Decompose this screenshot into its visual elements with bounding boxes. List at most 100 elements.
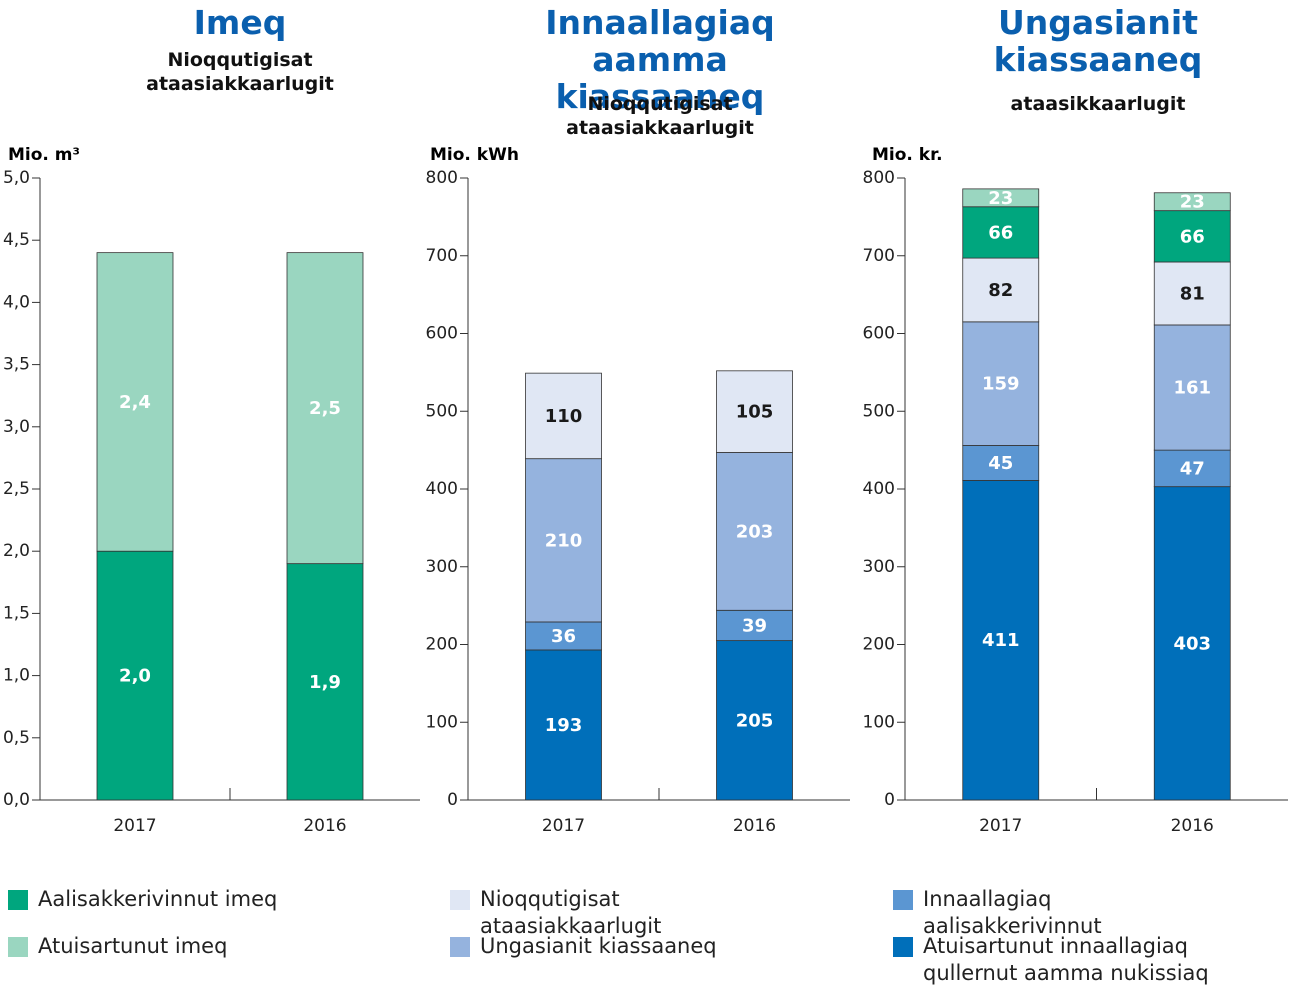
value-label: 203: [736, 521, 774, 542]
y-tick-label: 4,0: [3, 292, 30, 312]
x-tick-label: 2017: [542, 816, 585, 836]
bar-segment: [1153, 449, 1231, 488]
legend-label: Nioqqutigisat ataasiakkaarlugit: [480, 887, 662, 938]
value-label: 2,5: [309, 398, 341, 419]
value-label: 161: [1173, 378, 1211, 399]
y-tick-label: 2,5: [3, 479, 30, 499]
legend-swatch: [893, 937, 913, 957]
value-label: 1,9: [309, 672, 341, 693]
value-label: 210: [545, 530, 583, 551]
legend-swatch: [450, 890, 470, 910]
y-tick-label: 4,5: [3, 230, 30, 250]
y-tick-label: 0,0: [3, 790, 30, 810]
value-label: 110: [545, 406, 583, 427]
bar-segment: [962, 257, 1040, 323]
y-tick-label: 800: [863, 168, 895, 188]
bar-segment: [525, 458, 602, 623]
chart-title: Ungasianit kiassaaneq: [993, 3, 1203, 79]
y-tick-label: 400: [426, 479, 458, 499]
y-tick-label: 0,5: [3, 728, 30, 748]
bar-segment: [525, 372, 602, 460]
chart-title: Innaallagiaq aamma kiassaaneq: [545, 3, 775, 116]
value-label: 105: [736, 402, 774, 423]
y-tick-label: 300: [863, 557, 895, 577]
y-tick-label: 600: [426, 324, 458, 344]
value-label: 81: [1180, 283, 1205, 304]
y-tick-label: 3,0: [3, 417, 30, 437]
legend-label: Innaallagiaq aalisakkerivinnut: [923, 887, 1102, 938]
x-tick-label: 2016: [733, 816, 776, 836]
y-tick-label: 800: [426, 168, 458, 188]
y-axis-label: Mio. m³: [8, 145, 80, 165]
bar-segment: [96, 252, 174, 552]
bar-segment: [716, 640, 793, 801]
legend-label: Ungasianit kiassaaneq: [480, 934, 717, 958]
value-label: 159: [982, 374, 1020, 395]
y-tick-label: 100: [863, 712, 895, 732]
x-tick-label: 2016: [303, 816, 346, 836]
y-axis-label: Mio. kr.: [872, 145, 943, 165]
bar-segment: [962, 321, 1040, 446]
value-label: 36: [551, 626, 576, 647]
value-label: 45: [988, 453, 1013, 474]
bar-segment: [96, 550, 174, 801]
chart-subtitle: ataasikkaarlugit: [1010, 93, 1186, 115]
value-label: 205: [736, 710, 774, 731]
legend-label: Aalisakkerivinnut imeq: [38, 887, 278, 911]
y-tick-label: 500: [426, 401, 458, 421]
value-label: 66: [1180, 226, 1205, 247]
value-label: 2,4: [119, 392, 151, 413]
bar-segment: [962, 188, 1040, 208]
y-tick-label: 1,0: [3, 666, 30, 686]
x-tick-label: 2016: [1171, 816, 1214, 836]
value-label: 411: [982, 630, 1020, 651]
y-axis-label: Mio. kWh: [430, 145, 519, 165]
y-tick-label: 200: [426, 635, 458, 655]
value-label: 193: [545, 715, 583, 736]
y-tick-label: 0: [884, 790, 895, 810]
legend-label: Atuisartunut imeq: [38, 934, 228, 958]
bar-segment: [286, 563, 364, 801]
legend-swatch: [893, 890, 913, 910]
bar-segment: [525, 621, 602, 651]
x-tick-label: 2017: [979, 816, 1022, 836]
bar-segment: [525, 649, 602, 801]
value-label: 82: [988, 280, 1013, 301]
y-tick-label: 600: [863, 324, 895, 344]
bar-segment: [962, 480, 1040, 801]
y-tick-label: 700: [863, 246, 895, 266]
y-tick-label: 400: [863, 479, 895, 499]
bar-segment: [286, 252, 364, 565]
y-tick-label: 3,5: [3, 355, 30, 375]
value-label: 403: [1173, 633, 1211, 654]
y-tick-label: 300: [426, 557, 458, 577]
y-tick-label: 5,0: [3, 168, 30, 188]
x-tick-label: 2017: [113, 816, 156, 836]
legend-label: Atuisartunut innaallagiaq qullernut aamm…: [923, 934, 1209, 985]
chart-subtitle: Nioqqutigisat ataasiakkaarlugit: [566, 93, 754, 139]
value-label: 47: [1180, 458, 1205, 479]
value-label: 2,0: [119, 666, 151, 687]
value-label: 66: [988, 222, 1013, 243]
bar-segment: [1153, 324, 1231, 451]
bar-segment: [1153, 210, 1231, 263]
bar-segment: [716, 452, 793, 611]
chart-title: Imeq: [193, 3, 287, 42]
y-tick-label: 700: [426, 246, 458, 266]
value-label: 23: [988, 188, 1013, 209]
legend-swatch: [8, 937, 28, 957]
bar-segment: [1153, 486, 1231, 801]
value-label: 39: [742, 615, 767, 636]
legend-swatch: [450, 937, 470, 957]
bar-segment: [716, 609, 793, 642]
bar-segment: [1153, 192, 1231, 212]
value-label: 23: [1180, 192, 1205, 213]
chart-subtitle: Nioqqutigisat ataasiakkaarlugit: [146, 49, 334, 95]
y-tick-label: 500: [863, 401, 895, 421]
y-tick-label: 1,5: [3, 603, 30, 623]
y-tick-label: 0: [447, 790, 458, 810]
y-tick-label: 100: [426, 712, 458, 732]
y-tick-label: 200: [863, 635, 895, 655]
